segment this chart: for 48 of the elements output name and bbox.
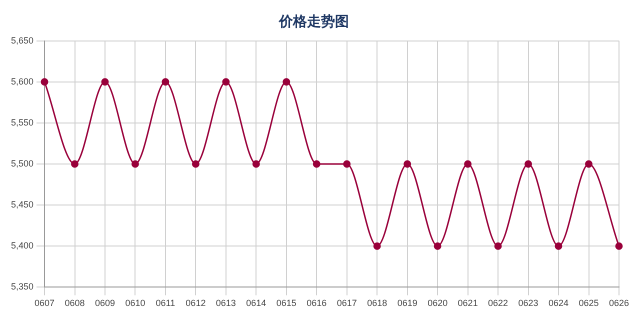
x-tick-label: 0624: [548, 298, 569, 308]
point: [434, 242, 442, 250]
x-tick-label: 0610: [125, 298, 146, 308]
x-tick-label: 0625: [578, 298, 599, 308]
point: [554, 242, 562, 250]
point: [101, 78, 109, 86]
point: [252, 160, 260, 168]
point: [585, 160, 593, 168]
x-tick-label: 0611: [156, 298, 176, 308]
x-tick-label: 0614: [246, 298, 266, 308]
point: [404, 160, 412, 168]
x-tick-label: 0607: [34, 298, 55, 308]
x-tick-label: 0620: [428, 298, 448, 308]
x-tick-label: 0622: [488, 298, 508, 308]
y-tick-label: 5,600: [10, 76, 34, 86]
y-tick-label: 5,550: [10, 117, 34, 128]
point: [131, 160, 139, 168]
x-tick-label: 0617: [336, 298, 357, 308]
x-tick-label: 0612: [186, 298, 206, 308]
y-tick-label: 5,650: [10, 35, 34, 46]
y-tick-label: 5,350: [10, 282, 34, 292]
x-tick-label: 0621: [458, 298, 478, 308]
x-tick-label: 0623: [518, 298, 538, 308]
x-tick-label: 0618: [367, 298, 388, 308]
point: [222, 78, 230, 86]
y-tick-label: 5,500: [10, 158, 34, 168]
point: [494, 242, 502, 250]
point: [464, 160, 472, 168]
point: [615, 242, 623, 250]
point: [162, 78, 170, 86]
point: [192, 160, 200, 168]
x-tick-label: 0619: [397, 298, 418, 308]
x-tick-label: 0608: [64, 298, 85, 308]
x-tick-label: 0626: [608, 298, 630, 308]
point: [373, 242, 381, 250]
y-tick-label: 5,400: [10, 240, 34, 251]
x-tick-label: 0609: [94, 298, 116, 308]
point: [312, 160, 320, 168]
point: [282, 78, 290, 86]
x-tick-label: 0613: [216, 298, 236, 308]
point: [71, 160, 79, 168]
chart-title: 价格走势图: [278, 14, 349, 30]
point: [524, 160, 532, 168]
point: [343, 160, 351, 168]
point: [40, 78, 48, 86]
x-tick-label: 0615: [276, 298, 296, 308]
y-tick-label: 5,450: [10, 200, 34, 210]
x-tick-label: 0616: [306, 298, 327, 308]
